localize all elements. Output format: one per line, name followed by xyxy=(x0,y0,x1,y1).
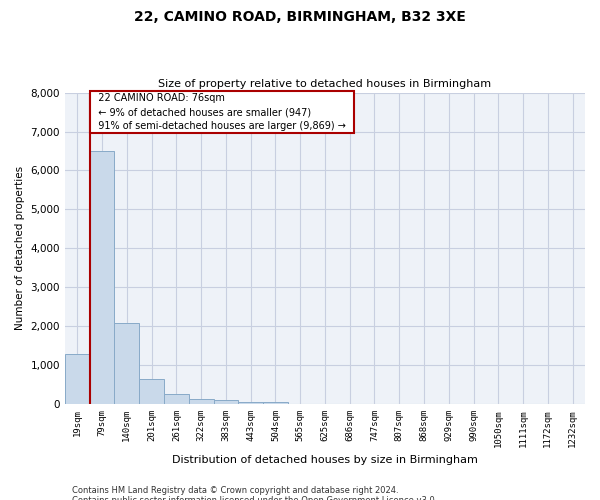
Bar xyxy=(238,402,263,404)
Text: Contains HM Land Registry data © Crown copyright and database right 2024.: Contains HM Land Registry data © Crown c… xyxy=(72,486,398,495)
Text: Contains public sector information licensed under the Open Government Licence v3: Contains public sector information licen… xyxy=(72,496,437,500)
Title: Size of property relative to detached houses in Birmingham: Size of property relative to detached ho… xyxy=(158,79,491,89)
Bar xyxy=(164,394,189,404)
Bar xyxy=(263,402,288,404)
X-axis label: Distribution of detached houses by size in Birmingham: Distribution of detached houses by size … xyxy=(172,455,478,465)
Bar xyxy=(65,354,89,404)
Bar xyxy=(139,380,164,404)
Bar xyxy=(189,398,214,404)
Bar xyxy=(214,400,238,404)
Text: 22, CAMINO ROAD, BIRMINGHAM, B32 3XE: 22, CAMINO ROAD, BIRMINGHAM, B32 3XE xyxy=(134,10,466,24)
Y-axis label: Number of detached properties: Number of detached properties xyxy=(15,166,25,330)
Bar xyxy=(89,151,115,404)
Text: 22 CAMINO ROAD: 76sqm
  ← 9% of detached houses are smaller (947)
  91% of semi-: 22 CAMINO ROAD: 76sqm ← 9% of detached h… xyxy=(92,94,352,132)
Bar xyxy=(115,324,139,404)
